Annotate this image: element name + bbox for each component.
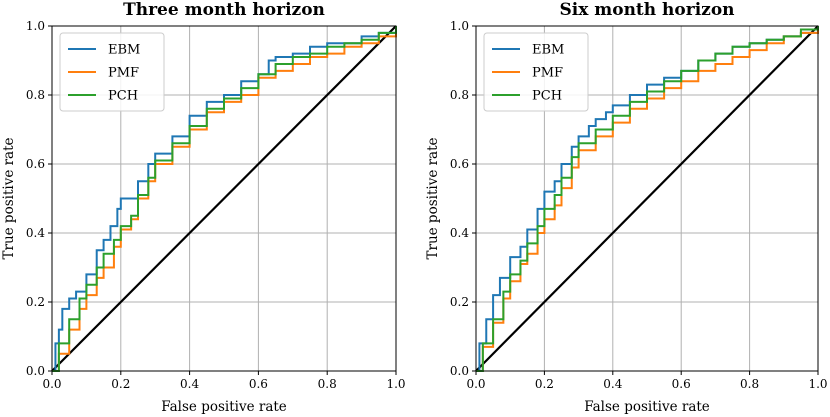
plot-frame (475, 25, 819, 372)
series-line-ebm (52, 26, 397, 372)
x-tick-label: 0.6 (672, 377, 691, 391)
y-tick-label: 0.6 (26, 157, 45, 171)
chart-title: Six month horizon (559, 0, 734, 20)
y-tick-label: 0.0 (450, 364, 469, 378)
legend-label-ebm: EBM (532, 43, 564, 58)
y-tick-label: 0.6 (450, 157, 469, 171)
x-tick-label: 0.2 (535, 377, 554, 391)
series-line-pch (476, 26, 819, 372)
y-tick-label: 0.8 (26, 88, 45, 102)
y-axis-label: True positive rate (1, 137, 17, 259)
x-tick-label: 1.0 (808, 377, 827, 391)
y-tick-label: 1.0 (450, 19, 469, 33)
legend-box (59, 32, 165, 112)
x-tick-label: 0.2 (111, 377, 130, 391)
x-tick-label: 0.4 (603, 377, 622, 391)
x-tick-label: 0.8 (740, 377, 759, 391)
legend-label-pch: PCH (108, 89, 138, 104)
chart-title: Three month horizon (123, 0, 325, 20)
series-line-pch (52, 26, 397, 372)
y-tick-label: 0.0 (26, 364, 45, 378)
y-axis-label: True positive rate (425, 137, 441, 259)
x-tick-label: 0.0 (42, 377, 61, 391)
x-tick-label: 1.0 (386, 377, 405, 391)
chart-panel-six-month: 0.0 0.2 0.4 0.6 0.8 1.0 0.0 0.2 0.4 0.6 0.8 1.0 Six … (425, 0, 828, 415)
legend-label-ebm: EBM (108, 43, 140, 58)
x-axis-label: False positive rate (161, 399, 287, 415)
x-tick-label: 0.4 (180, 377, 199, 391)
legend-label-pmf: PMF (108, 66, 139, 81)
x-tick-label: 0.8 (318, 377, 337, 391)
chance-reference-line (51, 25, 397, 372)
chart-panel-three-month: 0.0 0.2 0.4 0.6 0.8 1.0 0.0 0.2 0.4 0.6 0.8 1.0 Thre… (1, 0, 406, 415)
legend-label-pch: PCH (532, 89, 562, 104)
legend-box (483, 32, 589, 112)
y-tick-label: 0.2 (450, 295, 469, 309)
legend-label-pmf: PMF (532, 66, 563, 81)
plot-frame (51, 25, 397, 372)
x-axis-label: False positive rate (584, 399, 710, 415)
y-tick-label: 0.4 (26, 226, 45, 240)
y-tick-label: 0.2 (26, 295, 45, 309)
chance-reference-line (475, 25, 819, 372)
x-tick-label: 0.0 (466, 377, 485, 391)
y-tick-label: 0.8 (450, 88, 469, 102)
y-tick-label: 0.4 (450, 226, 469, 240)
x-tick-label: 0.6 (249, 377, 268, 391)
y-tick-label: 1.0 (26, 19, 45, 33)
